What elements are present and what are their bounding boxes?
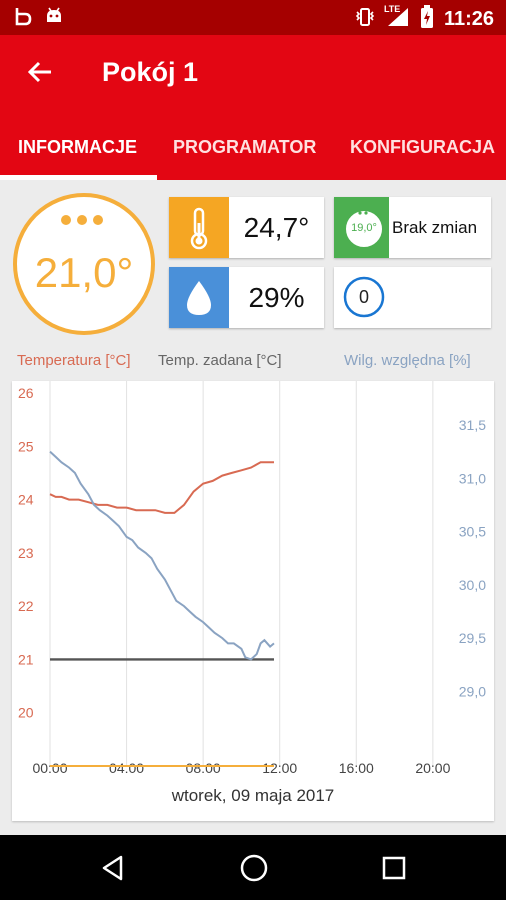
tab-informacje[interactable]: INFORMACJE	[18, 137, 138, 157]
x-tick-label: 00:00	[32, 760, 67, 776]
clock: 11:26	[443, 8, 494, 30]
app-bar: Pokój 1	[0, 35, 506, 115]
counter-ring-icon	[343, 276, 385, 318]
humidity-card: 29%	[169, 267, 324, 328]
temperature-series-line	[49, 461, 274, 514]
back-arrow-icon[interactable]	[25, 57, 55, 87]
mode-badge-value: 19,0°	[351, 222, 377, 234]
tab-konfiguracja[interactable]: KONFIGURACJA	[350, 137, 496, 157]
history-chart[interactable]: 00:00 04:00 08:00 12:00 16:00 20:00 26 25 24 23 22…	[12, 381, 494, 821]
legend-setpoint: Temp. zadana [°C]	[158, 352, 282, 369]
current-temperature-value: 24,7°	[243, 211, 310, 243]
y-right-tick-label: 30,0	[459, 577, 486, 593]
vibrate-icon	[354, 6, 376, 33]
y-right-tick-label: 31,0	[459, 470, 486, 486]
android-icon	[44, 6, 62, 26]
mode-badge-icon	[334, 197, 389, 258]
notification-b-icon	[14, 6, 32, 26]
chart-card: 00:00 04:00 08:00 12:00 16:00 20:00 26 25 24 23 22…	[12, 381, 494, 821]
y-left-tick-label: 24	[18, 492, 34, 508]
y-left-tick-label: 23	[18, 545, 34, 561]
page-title: Pokój 1	[102, 57, 199, 87]
lte-signal-icon: LTE	[383, 4, 410, 33]
humidity-value: 29%	[248, 281, 305, 313]
tab-indicator	[0, 175, 157, 180]
y-right-tick-label: 29,0	[459, 683, 486, 699]
x-tick-label: 04:00	[109, 760, 144, 776]
y-left-tick-label: 25	[18, 438, 34, 454]
set-temperature-dial[interactable]: 21,0°	[13, 193, 155, 335]
y-left-tick-label: 20	[18, 705, 34, 721]
status-bar: LTE 11:26	[0, 0, 506, 35]
navigation-bar	[0, 835, 506, 900]
y-left-tick-label: 21	[18, 651, 34, 667]
set-temperature-value: 21,0°	[34, 249, 134, 296]
thermometer-icon	[169, 197, 229, 258]
mode-status-card[interactable]: 19,0° Brak zmian	[334, 197, 491, 258]
chart-date-label: wtorek, 09 maja 2017	[171, 786, 335, 805]
status-text: Brak zmian	[392, 217, 478, 237]
counter-card[interactable]: 0	[334, 267, 491, 328]
lte-label: LTE	[383, 4, 401, 14]
tab-bar: INFORMACJE PROGRAMATOR KONFIGURACJA	[0, 115, 506, 180]
x-tick-label: 20:00	[415, 760, 450, 776]
nav-recents-icon[interactable]	[380, 854, 408, 882]
nav-home-icon[interactable]	[238, 852, 270, 884]
counter-value: 0	[358, 287, 369, 307]
battery-charging-icon	[420, 5, 434, 34]
legend-humidity: Wilg. względna [%]	[344, 352, 471, 369]
y-left-tick-label: 22	[18, 598, 34, 614]
tab-programator[interactable]: PROGRAMATOR	[173, 137, 317, 157]
more-dots-icon	[61, 215, 103, 225]
y-right-tick-label: 30,5	[459, 524, 486, 540]
legend-temperature: Temperatura [°C]	[17, 352, 131, 369]
y-left-tick-label: 26	[18, 385, 34, 401]
y-right-tick-label: 31,5	[459, 417, 486, 433]
humidity-series-line	[49, 450, 275, 661]
x-tick-label: 16:00	[339, 760, 374, 776]
current-temperature-card: 24,7°	[169, 197, 324, 258]
nav-back-icon[interactable]	[98, 853, 128, 883]
x-tick-label: 08:00	[186, 760, 221, 776]
x-tick-label: 12:00	[262, 760, 297, 776]
y-right-tick-label: 29,5	[459, 630, 486, 646]
water-drop-icon	[169, 267, 229, 328]
